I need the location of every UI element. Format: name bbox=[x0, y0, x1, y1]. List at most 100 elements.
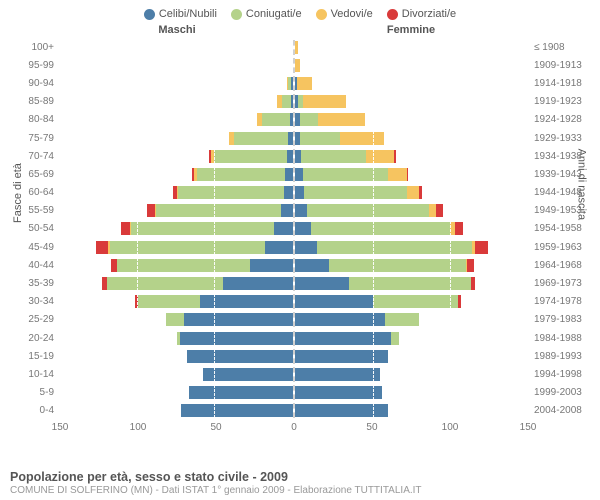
year-label: 1989-1993 bbox=[528, 351, 590, 362]
age-label: 45-49 bbox=[10, 242, 60, 253]
grid-line bbox=[59, 385, 60, 400]
grid-line bbox=[59, 58, 60, 73]
grid-line bbox=[373, 185, 374, 200]
bar-segment bbox=[419, 185, 422, 200]
grid-line bbox=[450, 403, 451, 418]
male-bar bbox=[60, 331, 293, 346]
bar-segment bbox=[187, 349, 293, 364]
grid-line bbox=[59, 76, 60, 91]
year-label: 1969-1973 bbox=[528, 278, 590, 289]
year-label: 1994-1998 bbox=[528, 369, 590, 380]
pyramid-row: 30-341974-1978 bbox=[10, 293, 590, 311]
grid-line bbox=[373, 112, 374, 127]
pyramid-row: 80-841924-1928 bbox=[10, 111, 590, 129]
male-bar bbox=[60, 112, 293, 127]
bar-segment bbox=[304, 185, 407, 200]
grid-line bbox=[137, 331, 138, 346]
grid-line bbox=[373, 94, 374, 109]
grid-line bbox=[59, 167, 60, 182]
year-label: 2004-2008 bbox=[528, 405, 590, 416]
grid-line bbox=[59, 40, 60, 55]
bar-segment bbox=[197, 167, 286, 182]
male-bar bbox=[60, 385, 293, 400]
female-bar bbox=[293, 240, 528, 255]
year-label: 1964-1968 bbox=[528, 260, 590, 271]
grid-line bbox=[373, 276, 374, 291]
pyramid-row: 35-391969-1973 bbox=[10, 274, 590, 292]
x-tick: 50 bbox=[366, 422, 377, 433]
year-label: 1944-1948 bbox=[528, 187, 590, 198]
bar-segment bbox=[107, 276, 224, 291]
age-label: 20-24 bbox=[10, 333, 60, 344]
female-bar bbox=[293, 221, 528, 236]
bar-segment bbox=[96, 240, 108, 255]
grid-line bbox=[373, 58, 374, 73]
grid-line bbox=[373, 294, 374, 309]
grid-line bbox=[59, 221, 60, 236]
grid-line bbox=[450, 385, 451, 400]
grid-line bbox=[450, 331, 451, 346]
female-bar bbox=[293, 40, 528, 55]
bar-segment bbox=[178, 185, 284, 200]
x-tick: 50 bbox=[210, 422, 221, 433]
grid-line bbox=[373, 203, 374, 218]
age-label: 60-64 bbox=[10, 187, 60, 198]
grid-line bbox=[137, 94, 138, 109]
bar-segment bbox=[407, 185, 419, 200]
grid-line bbox=[137, 149, 138, 164]
grid-line bbox=[214, 294, 215, 309]
grid-line bbox=[137, 131, 138, 146]
bar-segment bbox=[138, 294, 200, 309]
grid-line bbox=[59, 185, 60, 200]
age-label: 55-59 bbox=[10, 205, 60, 216]
grid-line bbox=[450, 58, 451, 73]
grid-line bbox=[528, 76, 529, 91]
chart-subtitle: COMUNE DI SOLFERINO (MN) - Dati ISTAT 1°… bbox=[10, 485, 590, 496]
bar-segment bbox=[223, 276, 293, 291]
male-bar bbox=[60, 312, 293, 327]
year-label: 1934-1938 bbox=[528, 151, 590, 162]
year-label: ≤ 1908 bbox=[528, 42, 590, 53]
grid-line bbox=[214, 276, 215, 291]
grid-line bbox=[214, 167, 215, 182]
grid-line bbox=[214, 258, 215, 273]
grid-line bbox=[59, 312, 60, 327]
grid-line bbox=[59, 331, 60, 346]
bar-segment bbox=[295, 294, 373, 309]
bar-segment bbox=[471, 276, 476, 291]
grid-line bbox=[214, 40, 215, 55]
grid-line bbox=[373, 40, 374, 55]
male-bar bbox=[60, 40, 293, 55]
grid-line bbox=[214, 185, 215, 200]
bar-segment bbox=[475, 240, 487, 255]
bar-segment bbox=[429, 203, 437, 218]
male-bar bbox=[60, 258, 293, 273]
bar-segment bbox=[300, 112, 319, 127]
male-bar bbox=[60, 294, 293, 309]
year-label: 1919-1923 bbox=[528, 96, 590, 107]
male-bar bbox=[60, 349, 293, 364]
bar-segment bbox=[300, 131, 340, 146]
grid-line bbox=[137, 349, 138, 364]
male-bar bbox=[60, 221, 293, 236]
grid-line bbox=[59, 349, 60, 364]
bar-segment bbox=[184, 312, 293, 327]
bar-segment bbox=[295, 240, 317, 255]
grid-line bbox=[214, 58, 215, 73]
grid-line bbox=[450, 40, 451, 55]
grid-line bbox=[137, 221, 138, 236]
bar-segment bbox=[295, 58, 300, 73]
grid-line bbox=[59, 94, 60, 109]
age-label: 10-14 bbox=[10, 369, 60, 380]
bar-segment bbox=[311, 221, 451, 236]
bar-segment bbox=[284, 185, 293, 200]
grid-line bbox=[528, 185, 529, 200]
female-bar bbox=[293, 76, 528, 91]
grid-line bbox=[450, 185, 451, 200]
pyramid-row: 75-791929-1933 bbox=[10, 129, 590, 147]
bar-segment bbox=[295, 203, 307, 218]
grid-line bbox=[59, 240, 60, 255]
pyramid-row: 40-441964-1968 bbox=[10, 256, 590, 274]
grid-line bbox=[137, 240, 138, 255]
pyramid-row: 20-241984-1988 bbox=[10, 329, 590, 347]
